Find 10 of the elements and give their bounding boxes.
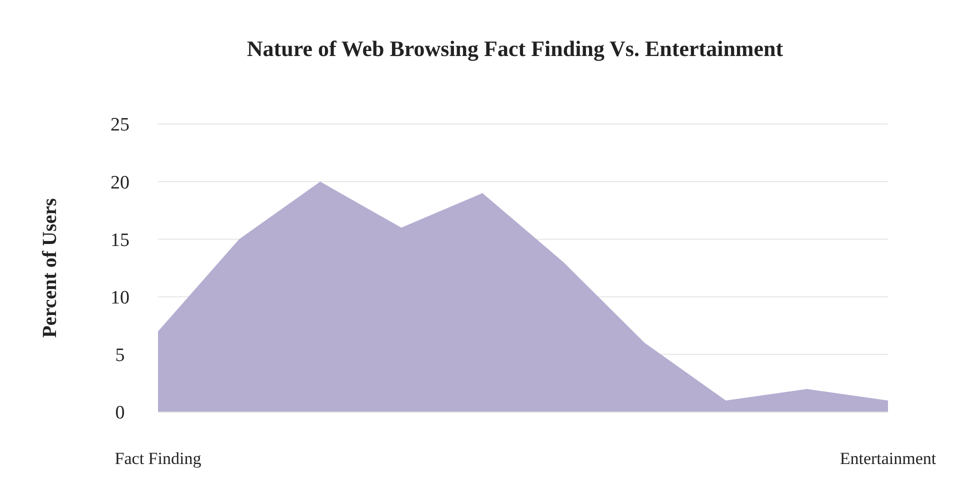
chart-title: Nature of Web Browsing Fact Finding Vs. Entertainment	[246, 36, 784, 61]
y-tick-label: 15	[110, 230, 130, 251]
x-tick-label: Fact Finding	[114, 449, 202, 468]
y-tick-label: 0	[115, 402, 125, 424]
x-tick-label: Entertainment	[840, 449, 936, 468]
y-tick-label: 5	[115, 345, 125, 366]
y-tick-label: 25	[110, 114, 130, 136]
y-tick-label: 20	[110, 172, 130, 194]
y-tick-label: 10	[110, 287, 130, 308]
y-axis-title: Percent of Users	[39, 198, 61, 338]
